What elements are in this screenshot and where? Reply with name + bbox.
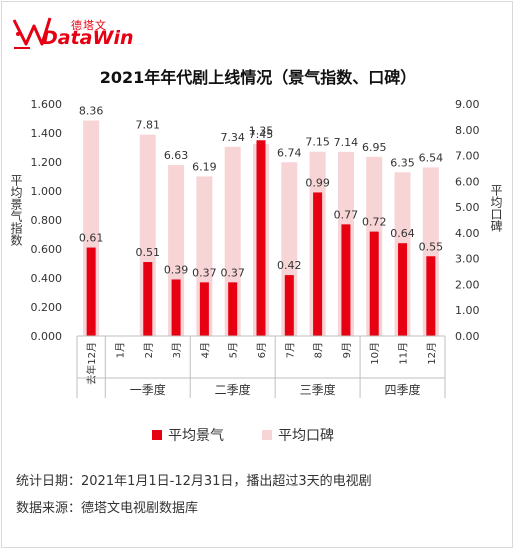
bars	[83, 120, 439, 337]
y-left-axis-title: 平均景气指数	[9, 174, 23, 246]
heat-bar	[313, 192, 323, 336]
x-tick-label: 5月	[228, 342, 240, 358]
y-right-tick-label: 1.00	[455, 304, 480, 317]
rating-value-label: 7.34	[220, 131, 245, 144]
heat-value-label: 0.61	[79, 232, 104, 245]
x-tick-label: 2月	[143, 342, 155, 358]
footer-period: 统计日期：2021年1月1日-12月31日，播出超过3天的电视剧	[16, 474, 372, 489]
x-tick-label: 12月	[426, 342, 438, 365]
rating-value-label: 7.14	[334, 136, 359, 149]
y-left-tick-label: 0.000	[31, 330, 63, 343]
y-left-tick-label: 1.200	[31, 156, 63, 169]
heat-bar	[228, 282, 238, 336]
logo-en-text: DataWin	[42, 27, 134, 49]
rating-value-label: 6.19	[192, 160, 217, 173]
y-right-tick-label: 2.00	[455, 278, 480, 291]
y-right-tick-label: 5.00	[455, 201, 480, 214]
legend-rating-label: 平均口碑	[278, 428, 334, 444]
heat-value-label: 0.64	[390, 227, 415, 240]
axes: 0.000 0.200 0.400 0.600 0.800 1.000 1.200 1.400…	[31, 98, 480, 398]
x-tick-label: 7月	[284, 342, 296, 358]
quarter-group-label: 二季度	[215, 382, 251, 397]
heat-value-label: 0.99	[305, 176, 330, 189]
heat-value-label: 0.55	[419, 240, 444, 253]
rating-value-label: 7.45	[249, 128, 274, 141]
quarter-group-label: 一季度	[130, 382, 166, 397]
datawin-logo	[12, 14, 152, 54]
heat-bar	[86, 247, 96, 336]
heat-bar	[199, 282, 209, 336]
quarter-group-label: 四季度	[385, 382, 421, 397]
rating-value-label: 6.54	[419, 151, 444, 164]
x-tick-label: 1月	[114, 342, 126, 358]
y-left-tick-label: 1.400	[31, 127, 63, 140]
heat-value-label: 0.37	[220, 266, 245, 279]
y-left-tick-label: 0.400	[31, 272, 63, 285]
y-left-tick-label: 1.000	[31, 185, 63, 198]
x-tick-label: 去年12月	[85, 342, 98, 385]
heat-bar	[398, 243, 408, 336]
y-right-axis-title: 平均口碑	[489, 184, 503, 232]
rating-value-label: 8.36	[79, 104, 104, 117]
logo-cn-text: 德塔文	[71, 19, 107, 32]
y-right-tick-label: 6.00	[455, 175, 480, 188]
y-left-tick-label: 0.600	[31, 243, 63, 256]
quarter-group-label: 三季度	[300, 382, 336, 397]
heat-bar	[284, 275, 294, 336]
y-left-tick-label: 0.800	[31, 214, 63, 227]
y-right-tick-label: 7.00	[455, 150, 480, 163]
y-right-tick-label: 4.00	[455, 227, 480, 240]
rating-value-label: 7.15	[305, 136, 330, 149]
x-tick-label: 9月	[341, 342, 353, 358]
x-tick-label: 10月	[369, 342, 381, 365]
legend-heat-label: 平均景气	[168, 428, 224, 444]
heat-bar	[256, 140, 266, 336]
rating-value-label: 6.35	[390, 156, 415, 169]
heat-value-label: 0.39	[164, 263, 189, 276]
heat-bar	[369, 231, 379, 336]
heat-value-label: 0.77	[334, 208, 359, 221]
rating-value-label: 6.74	[277, 146, 302, 159]
y-right-tick-label: 8.00	[455, 124, 480, 137]
x-tick-label: 11月	[398, 342, 410, 365]
heat-bar	[426, 256, 436, 336]
y-left-tick-label: 0.200	[31, 301, 63, 314]
legend: 平均景气 平均口碑	[152, 428, 334, 444]
x-tick-label: 6月	[256, 342, 268, 358]
heat-value-label: 0.72	[362, 216, 387, 229]
legend-rating-swatch	[262, 430, 272, 440]
heat-bar	[171, 279, 181, 336]
rating-value-label: 7.81	[136, 119, 161, 132]
x-tick-label: 8月	[313, 342, 325, 358]
heat-value-label: 0.42	[277, 259, 302, 272]
chart-title: 2021年年代剧上线情况（景气指数、口碑）	[99, 68, 417, 87]
heat-bar	[143, 262, 153, 336]
y-right-tick-label: 0.00	[455, 330, 480, 343]
heat-value-label: 1.35	[249, 124, 274, 137]
y-left-tick-label: 1.600	[31, 98, 63, 111]
heat-value-label: 0.51	[136, 246, 161, 259]
datawin-logo-icon	[12, 17, 52, 49]
y-right-tick-label: 3.00	[455, 253, 480, 266]
footer-source: 数据来源：德塔文电视剧数据库	[16, 501, 199, 516]
heat-bar	[341, 224, 351, 336]
x-tick-label: 3月	[171, 342, 183, 358]
legend-heat-swatch	[152, 430, 162, 440]
rating-value-label: 6.95	[362, 141, 387, 154]
x-tick-label: 4月	[199, 342, 211, 358]
heat-value-label: 0.37	[192, 266, 217, 279]
y-right-tick-label: 9.00	[455, 98, 480, 111]
rating-value-label: 6.63	[164, 149, 189, 162]
data-labels: 8.36 0.61 7.81 0.51 6.63 0.39 6.19 0.37 7.34 0.37…	[79, 104, 443, 279]
